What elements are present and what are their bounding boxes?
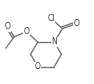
Text: O: O — [74, 19, 80, 28]
Text: Cl: Cl — [47, 14, 55, 23]
Text: O: O — [35, 62, 41, 71]
Text: O: O — [5, 22, 11, 31]
Text: N: N — [51, 37, 57, 47]
Text: O: O — [24, 27, 29, 36]
